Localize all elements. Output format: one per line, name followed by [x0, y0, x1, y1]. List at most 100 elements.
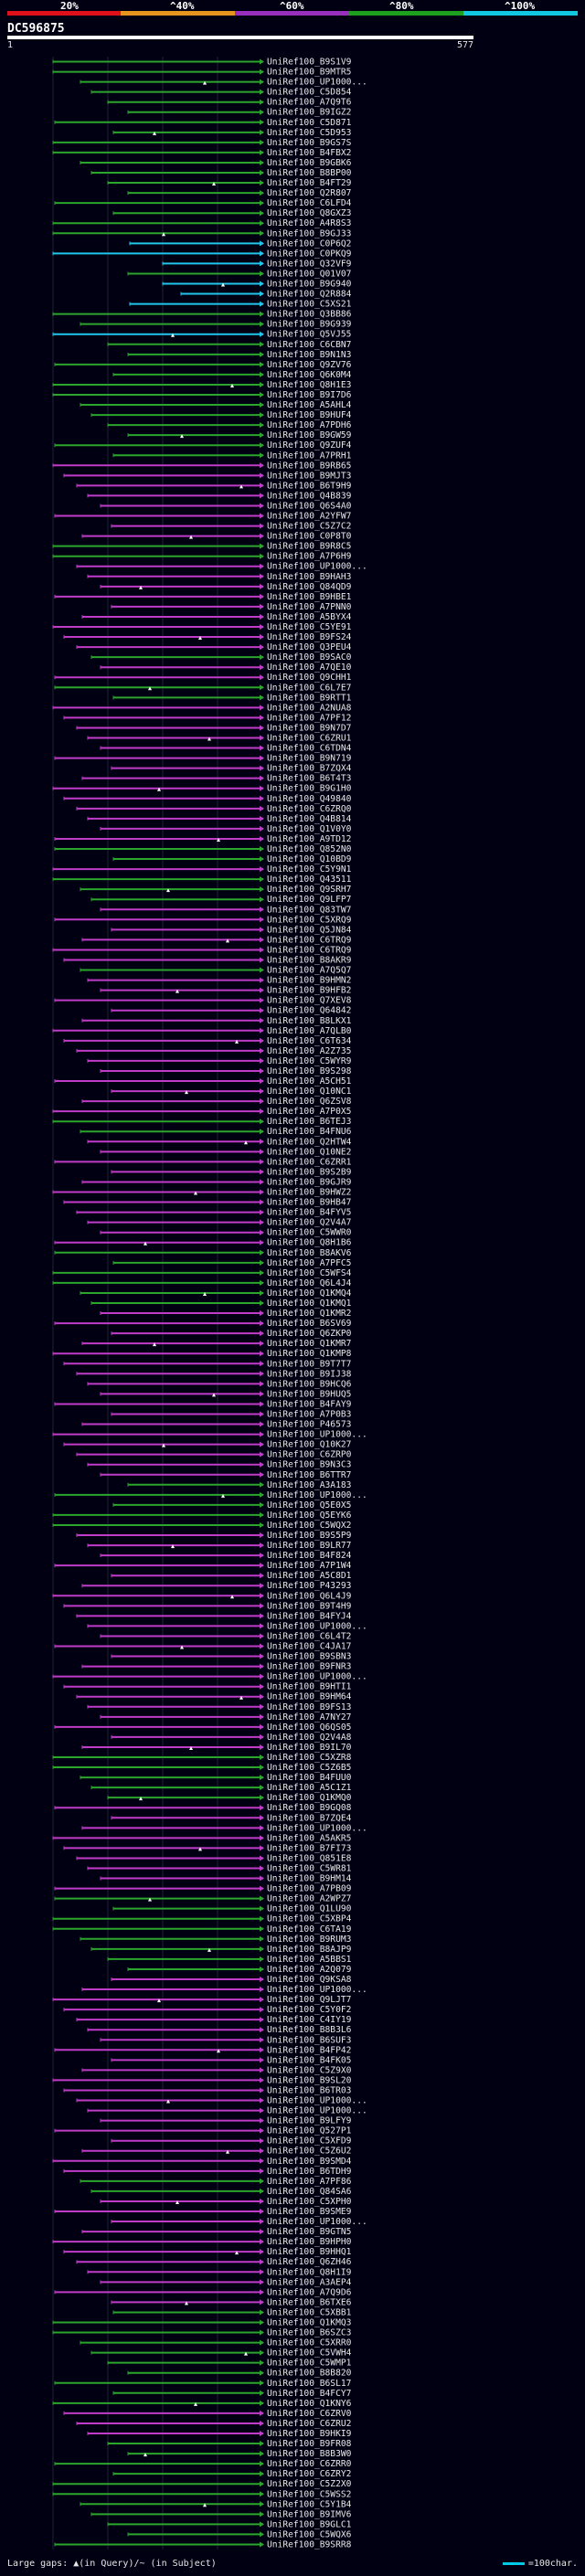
hit-label[interactable]: UniRef100_C5WQX2 [267, 1521, 351, 1531]
hit-label[interactable]: UniRef100_C5WSS2 [267, 2489, 351, 2499]
hit-label[interactable]: UniRef100_C5WFS4 [267, 1268, 352, 1278]
hit-label[interactable]: UniRef100_Q8H1E3 [267, 380, 352, 390]
hit-label[interactable]: UniRef100_UP1000... [267, 2106, 367, 2116]
hit-label[interactable]: UniRef100_B7FI73 [267, 1843, 352, 1853]
hit-label[interactable]: UniRef100_C5XFD9 [267, 2136, 352, 2147]
hit-label[interactable]: UniRef100_C6ZRU1 [267, 734, 352, 744]
hit-label[interactable]: UniRef100_Q6QS05 [267, 1723, 351, 1733]
hit-label[interactable]: UniRef100_B9G1H0 [267, 784, 352, 794]
hit-label[interactable]: UniRef100_B9GJ33 [267, 228, 352, 239]
hit-label[interactable]: UniRef100_B9S5P9 [267, 1531, 352, 1541]
hit-label[interactable]: UniRef100_Q9KSA8 [267, 1975, 352, 1985]
hit-label[interactable]: UniRef100_Q4B839 [267, 491, 352, 501]
hit-label[interactable]: UniRef100_B9GS7S [267, 138, 352, 148]
hit-label[interactable]: UniRef100_B8B3L6 [267, 2025, 352, 2035]
hit-label[interactable]: UniRef100_A7P0X5 [267, 1107, 351, 1117]
hit-label[interactable]: UniRef100_Q1KMR2 [267, 1309, 351, 1319]
hit-label[interactable]: UniRef100_A7PDH6 [267, 420, 352, 430]
hit-label[interactable]: UniRef100_A2NUA8 [267, 703, 352, 713]
hit-label[interactable]: UniRef100_Q6ZKP0 [267, 1329, 352, 1339]
hit-label[interactable]: UniRef100_B9G939 [267, 320, 352, 330]
hit-label[interactable]: UniRef100_B9GW59 [267, 430, 352, 440]
hit-label[interactable]: UniRef100_B9I7D6 [267, 390, 352, 400]
hit-label[interactable]: UniRef100_B6T9H9 [267, 481, 352, 491]
hit-label[interactable]: UniRef100_C6ZRR1 [267, 1157, 352, 1167]
hit-label[interactable]: UniRef100_A5AKR5 [267, 1833, 351, 1843]
hit-label[interactable]: UniRef100_B9GJR9 [267, 1177, 352, 1187]
hit-label[interactable]: UniRef100_B9N7D7 [267, 723, 352, 733]
hit-label[interactable]: UniRef100_C5XBP4 [267, 1914, 352, 1924]
hit-label[interactable]: UniRef100_Q83TW7 [267, 905, 352, 915]
hit-label[interactable]: UniRef100_A7PRH1 [267, 451, 352, 461]
hit-label[interactable]: UniRef100_B9HMN2 [267, 976, 351, 986]
hit-label[interactable]: UniRef100_B9R8C5 [267, 542, 351, 552]
hit-label[interactable]: UniRef100_Q1V0Y0 [267, 824, 352, 834]
hit-label[interactable]: UniRef100_B6TXE6 [267, 2297, 352, 2307]
hit-label[interactable]: UniRef100_A2WPZ7 [267, 1894, 352, 1904]
hit-label[interactable]: UniRef100_C5XZR8 [267, 1753, 352, 1763]
hit-label[interactable]: UniRef100_A7QLB0 [267, 1026, 352, 1036]
hit-label[interactable]: UniRef100_B4FYJ4 [267, 1611, 352, 1621]
hit-label[interactable]: UniRef100_C5Z7C2 [267, 522, 351, 532]
hit-label[interactable]: UniRef100_B9HPH0 [267, 2237, 352, 2247]
hit-label[interactable]: UniRef100_B9GBK6 [267, 158, 352, 168]
hit-label[interactable]: UniRef100_B8B820 [267, 2369, 352, 2379]
hit-label[interactable]: UniRef100_B9IJ38 [267, 1369, 352, 1379]
hit-label[interactable]: UniRef100_C5XBB1 [267, 2307, 352, 2317]
hit-label[interactable]: UniRef100_Q6L4J9 [267, 1591, 352, 1601]
hit-label[interactable]: UniRef100_Q2R884 [267, 290, 352, 300]
hit-label[interactable]: UniRef100_C5XRQ9 [267, 915, 352, 925]
hit-label[interactable]: UniRef100_C5D871 [267, 118, 352, 128]
hit-label[interactable]: UniRef100_B9SL20 [267, 2075, 352, 2085]
hit-label[interactable]: UniRef100_B9N719 [267, 754, 352, 764]
hit-label[interactable]: UniRef100_C0P6Q2 [267, 239, 351, 249]
hit-label[interactable]: UniRef100_Q2V4A7 [267, 1218, 352, 1228]
hit-label[interactable]: UniRef100_B9SRR8 [267, 2539, 352, 2549]
hit-label[interactable]: UniRef100_B6SUF3 [267, 2035, 352, 2045]
hit-label[interactable]: UniRef100_Q32VF9 [267, 259, 352, 269]
hit-label[interactable]: UniRef100_Q1KMQ1 [267, 1299, 352, 1309]
hit-label[interactable]: UniRef100_B9S2B9 [267, 1167, 352, 1177]
hit-label[interactable]: UniRef100_A7PNN0 [267, 602, 352, 612]
hit-label[interactable]: UniRef100_Q6K0M4 [267, 370, 352, 380]
hit-label[interactable]: UniRef100_Q5VJ55 [267, 330, 351, 340]
hit-label[interactable]: UniRef100_B9HAH3 [267, 572, 352, 582]
hit-label[interactable]: UniRef100_C5WMP1 [267, 2359, 352, 2369]
hit-label[interactable]: UniRef100_A5CH51 [267, 1076, 352, 1087]
hit-label[interactable]: UniRef100_C6ZRR0 [267, 2459, 352, 2469]
hit-label[interactable]: UniRef100_A7P1W4 [267, 1561, 352, 1571]
hit-label[interactable]: UniRef100_C6TRQ9 [267, 945, 352, 955]
hit-label[interactable]: UniRef100_A7PF86 [267, 2177, 352, 2187]
hit-label[interactable]: UniRef100_B9RB65 [267, 461, 351, 471]
hit-label[interactable]: UniRef100_Q10K27 [267, 1440, 352, 1450]
hit-label[interactable]: UniRef100_C5WQX6 [267, 2529, 352, 2539]
hit-label[interactable]: UniRef100_Q8GXZ3 [267, 208, 352, 218]
hit-label[interactable]: UniRef100_B9FS13 [267, 1702, 352, 1712]
hit-label[interactable]: UniRef100_A2Z735 [267, 1046, 351, 1056]
hit-label[interactable]: UniRef100_A5C8D1 [267, 1571, 352, 1581]
hit-label[interactable]: UniRef100_C0P8T0 [267, 532, 352, 542]
hit-label[interactable]: UniRef100_A5C1Z1 [267, 1783, 352, 1793]
hit-label[interactable]: UniRef100_B4FP42 [267, 2045, 351, 2055]
hit-label[interactable]: UniRef100_C5D854 [267, 88, 352, 98]
hit-label[interactable]: UniRef100_C6TA19 [267, 1924, 352, 1935]
hit-label[interactable]: UniRef100_C6ZRQ0 [267, 804, 352, 814]
hit-label[interactable]: UniRef100_B9HFB2 [267, 986, 351, 996]
hit-label[interactable]: UniRef100_Q64842 [267, 1006, 351, 1016]
hit-label[interactable]: UniRef100_A7PFC5 [267, 1258, 351, 1268]
hit-label[interactable]: UniRef100_UP1000... [267, 2217, 367, 2227]
hit-label[interactable]: UniRef100_C0PKQ9 [267, 249, 352, 259]
hit-label[interactable]: UniRef100_B9GQ08 [267, 1803, 352, 1813]
hit-label[interactable]: UniRef100_C5Z9X0 [267, 2065, 352, 2075]
hit-label[interactable]: UniRef100_P46573 [267, 1420, 352, 1430]
hit-label[interactable]: UniRef100_A7P6H9 [267, 552, 352, 562]
hit-label[interactable]: UniRef100_B9T7T7 [267, 1359, 352, 1369]
hit-label[interactable]: UniRef100_B9HTI1 [267, 1682, 352, 1692]
hit-label[interactable]: UniRef100_Q49840 [267, 794, 352, 804]
hit-label[interactable]: UniRef100_Q1KMP8 [267, 1349, 352, 1359]
hit-label[interactable]: UniRef100_B9FR08 [267, 2439, 352, 2449]
hit-label[interactable]: UniRef100_Q9ZV76 [267, 360, 352, 370]
hit-label[interactable]: UniRef100_A5AHL4 [267, 400, 352, 410]
hit-label[interactable]: UniRef100_C5Y0F2 [267, 2005, 351, 2015]
hit-label[interactable]: UniRef100_B4FNU6 [267, 1127, 352, 1137]
